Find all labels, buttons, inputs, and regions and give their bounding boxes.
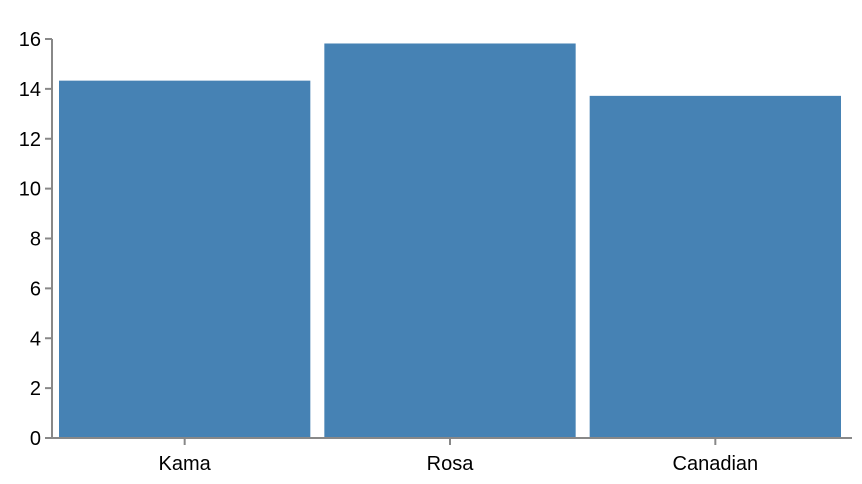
bar-canadian: [589, 95, 841, 439]
x-axis: Kama Rosa Canadian: [52, 437, 852, 475]
y-tick-label: 4: [30, 328, 41, 350]
y-tick-label: 0: [30, 428, 41, 450]
y-tick-label: 12: [19, 129, 41, 151]
y-tick-label: 14: [19, 79, 41, 101]
y-tick-label: 2: [30, 378, 41, 400]
x-tick-label: Rosa: [427, 453, 475, 475]
bar-kama: [59, 80, 311, 438]
y-tick-label: 10: [19, 179, 41, 201]
y-tick-label: 16: [19, 29, 41, 51]
x-tick-label: Canadian: [673, 453, 759, 475]
y-axis: 0 2 4 6 8 10 12 14 16: [19, 29, 53, 450]
bars-group: [59, 43, 841, 439]
y-tick-label: 6: [30, 278, 41, 300]
y-tick-label: 8: [30, 229, 41, 251]
x-tick-label: Kama: [159, 453, 212, 475]
bar-rosa: [324, 43, 576, 439]
